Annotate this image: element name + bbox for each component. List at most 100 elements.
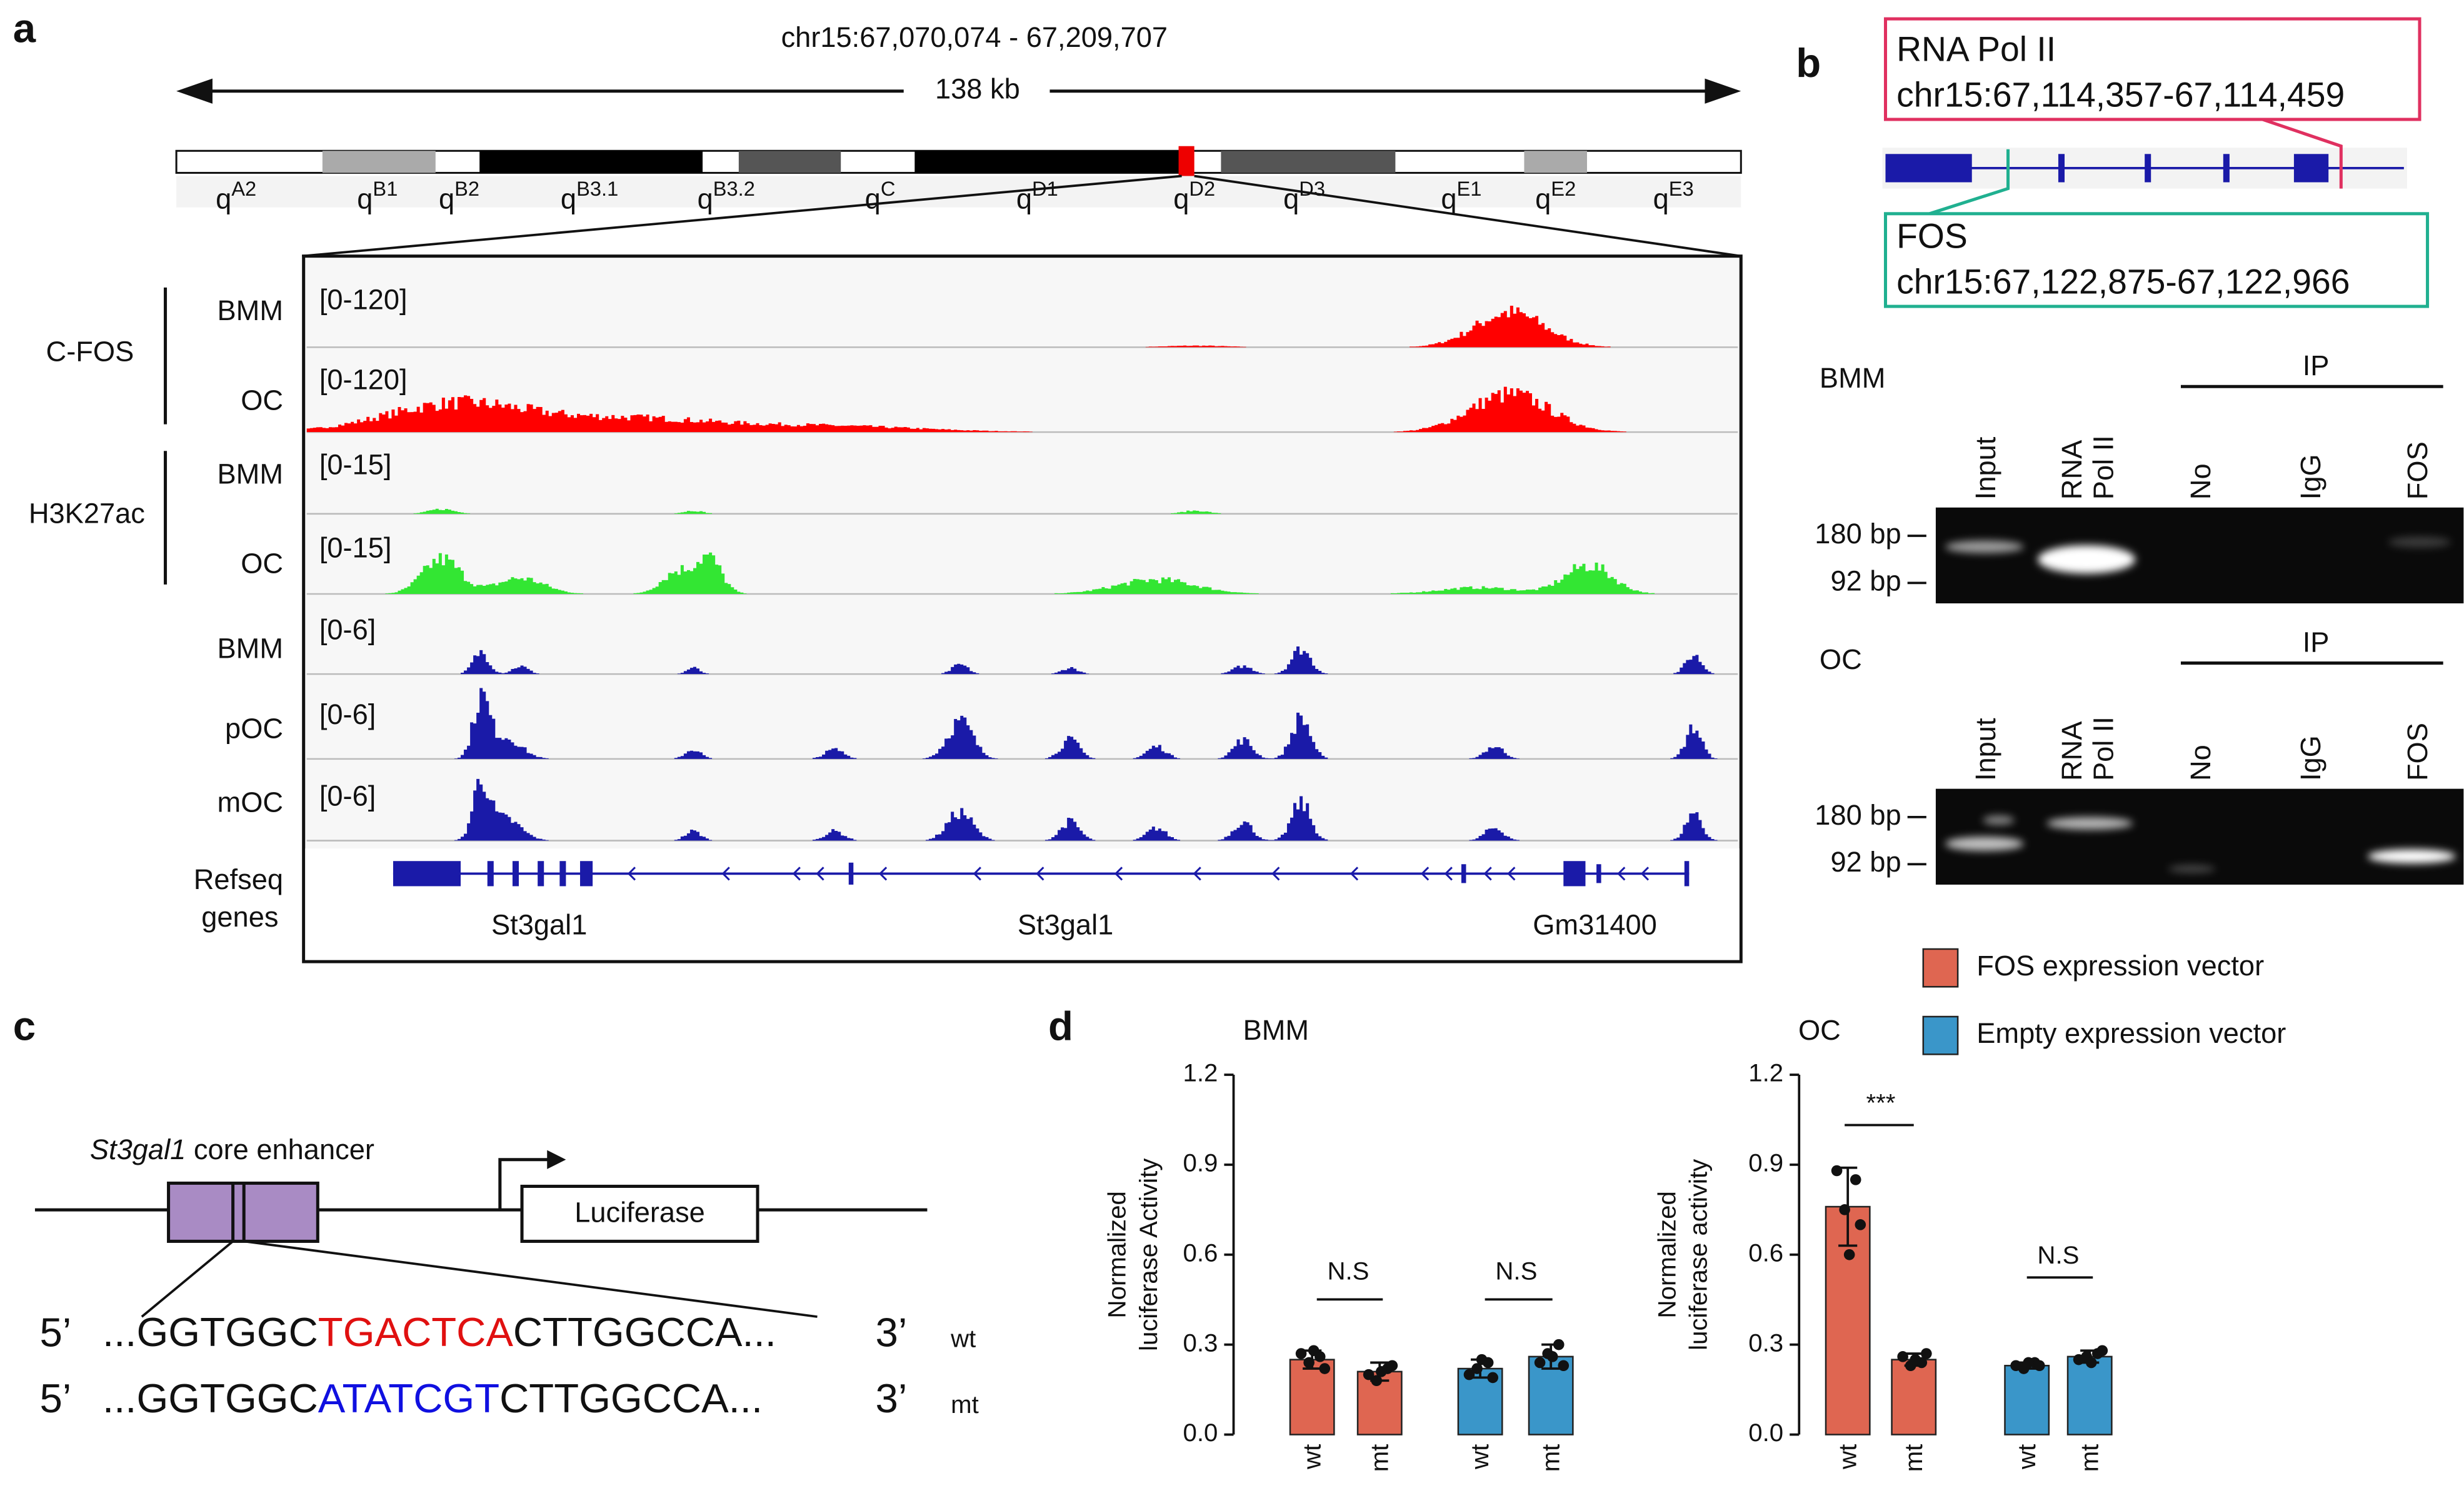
track-range: [0-15] (319, 448, 392, 480)
band-label: qB3.2 (698, 177, 755, 215)
data-point (2033, 1360, 2045, 1372)
panel-label: a (13, 6, 36, 51)
track-box (302, 254, 1743, 963)
band-sup: E3 (1669, 177, 1694, 200)
pol2-box (1883, 17, 2421, 121)
marker-label: 92 bp (1830, 846, 1901, 878)
seq-left: ...GGTGGC (103, 1309, 318, 1355)
bar (1891, 1359, 1937, 1435)
band-label: qD2 (1173, 177, 1215, 215)
data-point (1319, 1363, 1331, 1374)
band-label: qB3.1 (561, 177, 618, 215)
track-signal (306, 552, 1740, 594)
gene-area (305, 848, 1740, 960)
panel-label: b (1796, 40, 1821, 86)
track-name: mOC (218, 787, 284, 818)
pol2-coords: chr15:67,114,357-67,114,459 (1896, 75, 2345, 114)
gel-band (2038, 545, 2136, 574)
x-tick-label: wt (2013, 1444, 2041, 1470)
band-main: q (216, 183, 231, 215)
chevron (1617, 867, 1626, 881)
seq-five: 5’ (39, 1309, 71, 1355)
y-axis-label: Normalized (1103, 1191, 1131, 1318)
lane-label: FOS (2401, 723, 2433, 781)
gel-band (1945, 540, 2024, 553)
data-point (1476, 1354, 1488, 1365)
data-point (1303, 1357, 1315, 1369)
annotation: N.S (1495, 1257, 1537, 1285)
y-tick-label: 1.2 (1183, 1059, 1218, 1087)
track-name: pOC (225, 713, 283, 745)
chevron (1640, 867, 1650, 881)
data-point (1386, 1360, 1398, 1372)
reporter: Luciferase (574, 1197, 705, 1229)
lane-label: No (2185, 463, 2216, 500)
x-tick-label: mt (1900, 1444, 1928, 1472)
chevron (627, 867, 636, 881)
y-tick-label: 0.0 (1183, 1419, 1218, 1447)
data-point (1850, 1174, 1861, 1185)
band-sup: D1 (1032, 177, 1058, 200)
seq-three: 3’ (876, 1375, 908, 1421)
band-main: q (1441, 183, 1456, 215)
chart-title: OC (1798, 1014, 1841, 1046)
fos-box (1883, 212, 2430, 308)
data-point (1363, 1369, 1375, 1380)
seq-right: CTTGGCCA... (513, 1309, 776, 1355)
data-point (1471, 1363, 1483, 1374)
y-tick-label: 0.6 (1748, 1239, 1783, 1267)
tracks: [0-120] BMM [0-120] OC [0-15] BMM [0-15] OC [0-6… (218, 283, 1740, 842)
bar (2066, 1355, 2113, 1435)
gene-name: St3gal1 (1018, 909, 1113, 941)
seq-right: CTTGGCCA... (499, 1375, 763, 1421)
gel-band (1983, 815, 2015, 825)
data-point (1463, 1369, 1475, 1380)
marker-label: 180 bp (1815, 518, 1901, 550)
span-arrow (176, 78, 1741, 104)
y-tick-label: 1.2 (1748, 1059, 1783, 1087)
enhancer-label: St3gal1 core enhancer (90, 1134, 374, 1165)
callout-lines (1929, 118, 2343, 216)
seq-three: 3’ (876, 1309, 908, 1355)
chevron (721, 867, 730, 881)
pol2-name: RNA Pol II (1896, 30, 2056, 69)
band-label: qE1 (1441, 177, 1481, 215)
panel-label: c (13, 1003, 36, 1048)
lane-label: No (2185, 745, 2216, 781)
band-main: q (865, 183, 881, 215)
band-main: q (1016, 183, 1032, 215)
y-tick-label: 0.6 (1183, 1239, 1218, 1267)
data-point (1308, 1345, 1320, 1357)
y-tick-label: 0.9 (1183, 1149, 1218, 1177)
band-main: q (357, 183, 373, 215)
chevron (1036, 867, 1044, 881)
chart-title: BMM (1243, 1014, 1309, 1046)
x-tick-label: wt (1298, 1444, 1326, 1470)
chevron (1193, 867, 1201, 881)
band-main: q (698, 183, 713, 215)
fos-gene-model (1885, 154, 2404, 183)
y-axis-label: luciferase Activity (1134, 1158, 1163, 1351)
gel-ip: IP (2303, 349, 2330, 381)
data-point (1375, 1366, 1387, 1377)
seq-left: ...GGTGGC (103, 1375, 318, 1421)
band-sup: D2 (1189, 177, 1215, 200)
gel-band (2368, 849, 2456, 864)
bar (2004, 1364, 2050, 1435)
band-main: q (1535, 183, 1551, 215)
band-sup: C (881, 177, 896, 200)
lane-label: Input (1970, 436, 2001, 500)
track-name: OC (241, 384, 283, 416)
band-label: qC (865, 177, 896, 215)
group-label: C-FOS (46, 335, 134, 367)
chevron (1444, 867, 1453, 881)
legend-swatch (1922, 1015, 1959, 1055)
chevron (1271, 867, 1280, 881)
band-label: qD3 (1283, 177, 1325, 215)
data-point (1831, 1165, 1843, 1177)
y-tick-label: 0.3 (1183, 1329, 1218, 1357)
band-main: q (1283, 183, 1299, 215)
band-label: qA2 (216, 177, 256, 215)
x-tick-label: mt (2075, 1444, 2103, 1472)
